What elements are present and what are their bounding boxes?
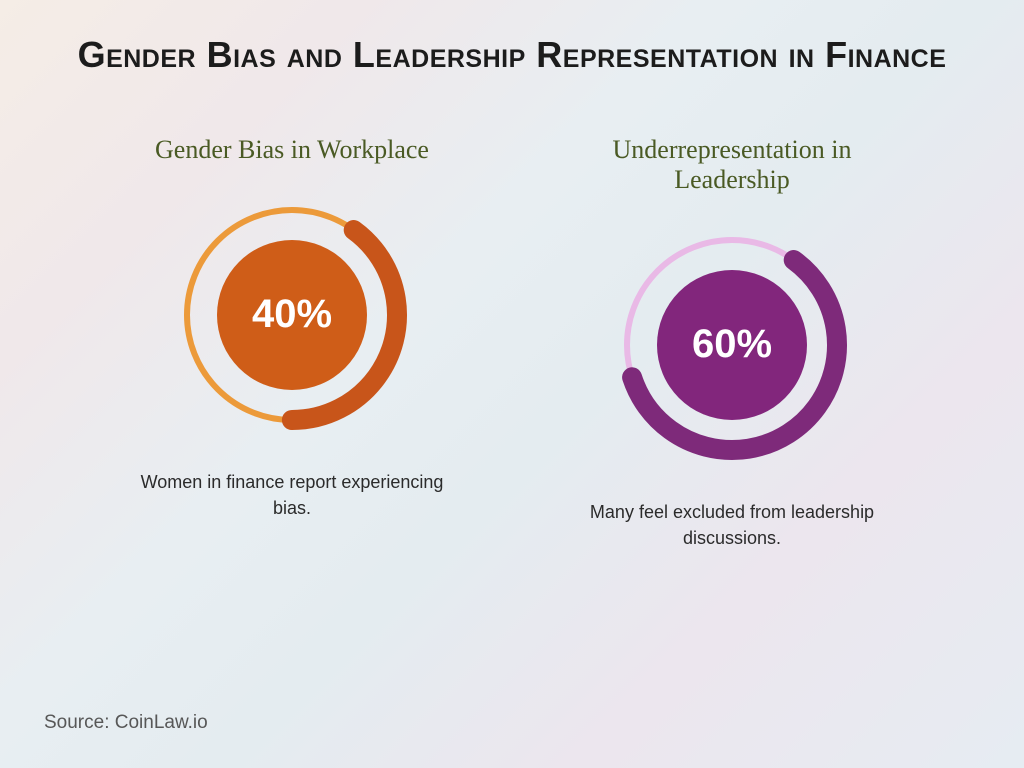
chart-bias-value: 40% [252,292,332,337]
chart-bias-caption: Women in finance report experiencing bia… [132,469,452,521]
chart-bias-heading: Gender Bias in Workplace [155,135,429,165]
chart-leadership-center: 60% [657,270,807,420]
chart-leadership: Underrepresentation in Leadership 60% Ma… [572,135,892,551]
chart-bias-center: 40% [217,240,367,390]
chart-bias: Gender Bias in Workplace 40% Women in fi… [132,135,452,551]
source-label: Source: CoinLaw.io [44,712,208,734]
chart-leadership-caption: Many feel excluded from leadership discu… [572,499,892,551]
chart-bias-donut: 40% [172,195,412,435]
chart-leadership-value: 60% [692,322,772,367]
chart-leadership-donut: 60% [612,225,852,465]
page-title: Gender Bias and Leadership Representatio… [0,0,1024,77]
charts-row: Gender Bias in Workplace 40% Women in fi… [0,135,1024,551]
chart-leadership-heading: Underrepresentation in Leadership [572,135,892,195]
